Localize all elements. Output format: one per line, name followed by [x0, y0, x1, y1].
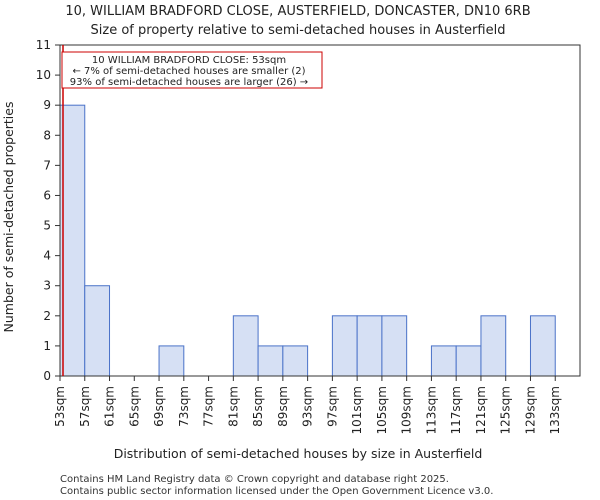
y-axis-ticks: 0 1 2 3 4 5 6 7 8 9 10 11	[36, 38, 60, 383]
y-tick-label: 11	[36, 38, 51, 52]
bar-53sqm	[59, 104, 86, 377]
x-tick-label: 57sqm	[78, 386, 92, 427]
bar-121sqm	[480, 315, 507, 377]
annotation-frame	[61, 51, 323, 89]
bar-85sqm	[257, 345, 284, 377]
x-tick-label: 105sqm	[375, 386, 389, 434]
bar-105sqm	[381, 315, 408, 377]
annotation-line-2: ← 7% of semi-detached houses are smaller…	[72, 66, 305, 77]
x-tick-label: 121sqm	[474, 386, 488, 434]
y-tick-label: 9	[43, 98, 51, 112]
x-tick-label: 89sqm	[276, 386, 290, 427]
bar-97sqm	[331, 315, 358, 377]
x-tick-label: 69sqm	[152, 386, 166, 427]
x-axis-title: Distribution of semi-detached houses by …	[114, 446, 483, 461]
footer-line-2: Contains public sector information licen…	[60, 486, 493, 497]
y-tick-label: 7	[43, 158, 51, 172]
chart-subtitle: Size of property relative to semi-detach…	[91, 23, 506, 38]
y-tick-label: 4	[43, 249, 51, 263]
x-tick-label: 61sqm	[103, 386, 117, 427]
x-tick-label: 129sqm	[523, 386, 537, 434]
y-tick-label: 2	[43, 309, 51, 323]
y-tick-label: 0	[43, 369, 51, 383]
bar-81sqm	[232, 315, 259, 377]
x-tick-label: 93sqm	[301, 386, 315, 427]
y-tick-label: 10	[36, 68, 51, 82]
y-tick-label: 8	[43, 128, 51, 142]
annotation-line-1: 10 WILLIAM BRADFORD CLOSE: 53sqm	[92, 55, 286, 66]
x-tick-label: 77sqm	[202, 386, 216, 427]
y-tick-label: 6	[43, 188, 51, 202]
x-tick-label: 73sqm	[177, 386, 191, 427]
x-axis-ticks: 53sqm 57sqm 61sqm 65sqm 69sqm 73sqm 77sqm 81sqm…	[53, 376, 562, 434]
y-axis-title: Number of semi-detached properties	[1, 102, 16, 333]
x-tick-label: 101sqm	[350, 386, 364, 434]
bar-57sqm	[84, 285, 111, 377]
x-tick-label: 109sqm	[400, 386, 414, 434]
plot-frame	[59, 44, 581, 377]
x-tick-label: 133sqm	[548, 386, 562, 434]
bar-101sqm	[356, 315, 383, 377]
x-tick-label: 53sqm	[53, 386, 67, 427]
x-tick-label: 81sqm	[226, 386, 240, 427]
x-tick-label: 65sqm	[127, 386, 141, 427]
bar-113sqm	[430, 345, 457, 377]
bar-69sqm	[158, 345, 185, 377]
x-tick-label: 125sqm	[499, 386, 513, 434]
footer-line-1: Contains HM Land Registry data © Crown c…	[60, 474, 449, 485]
chart-title: 10, WILLIAM BRADFORD CLOSE, AUSTERFIELD,…	[65, 4, 530, 19]
annotation-box: 10 WILLIAM BRADFORD CLOSE: 53sqm ← 7% of…	[61, 51, 323, 89]
x-tick-label: 117sqm	[449, 386, 463, 434]
x-tick-label: 97sqm	[325, 386, 339, 427]
x-tick-label: 113sqm	[424, 386, 438, 434]
bar-129sqm	[529, 315, 556, 377]
x-tick-label: 85sqm	[251, 386, 265, 427]
bar-117sqm	[455, 345, 482, 377]
bar-89sqm	[282, 345, 309, 377]
y-tick-label: 3	[43, 279, 51, 293]
y-tick-label: 5	[43, 219, 51, 233]
y-tick-label: 1	[43, 339, 51, 353]
bars	[59, 104, 556, 377]
annotation-line-3: 93% of semi-detached houses are larger (…	[70, 77, 308, 88]
